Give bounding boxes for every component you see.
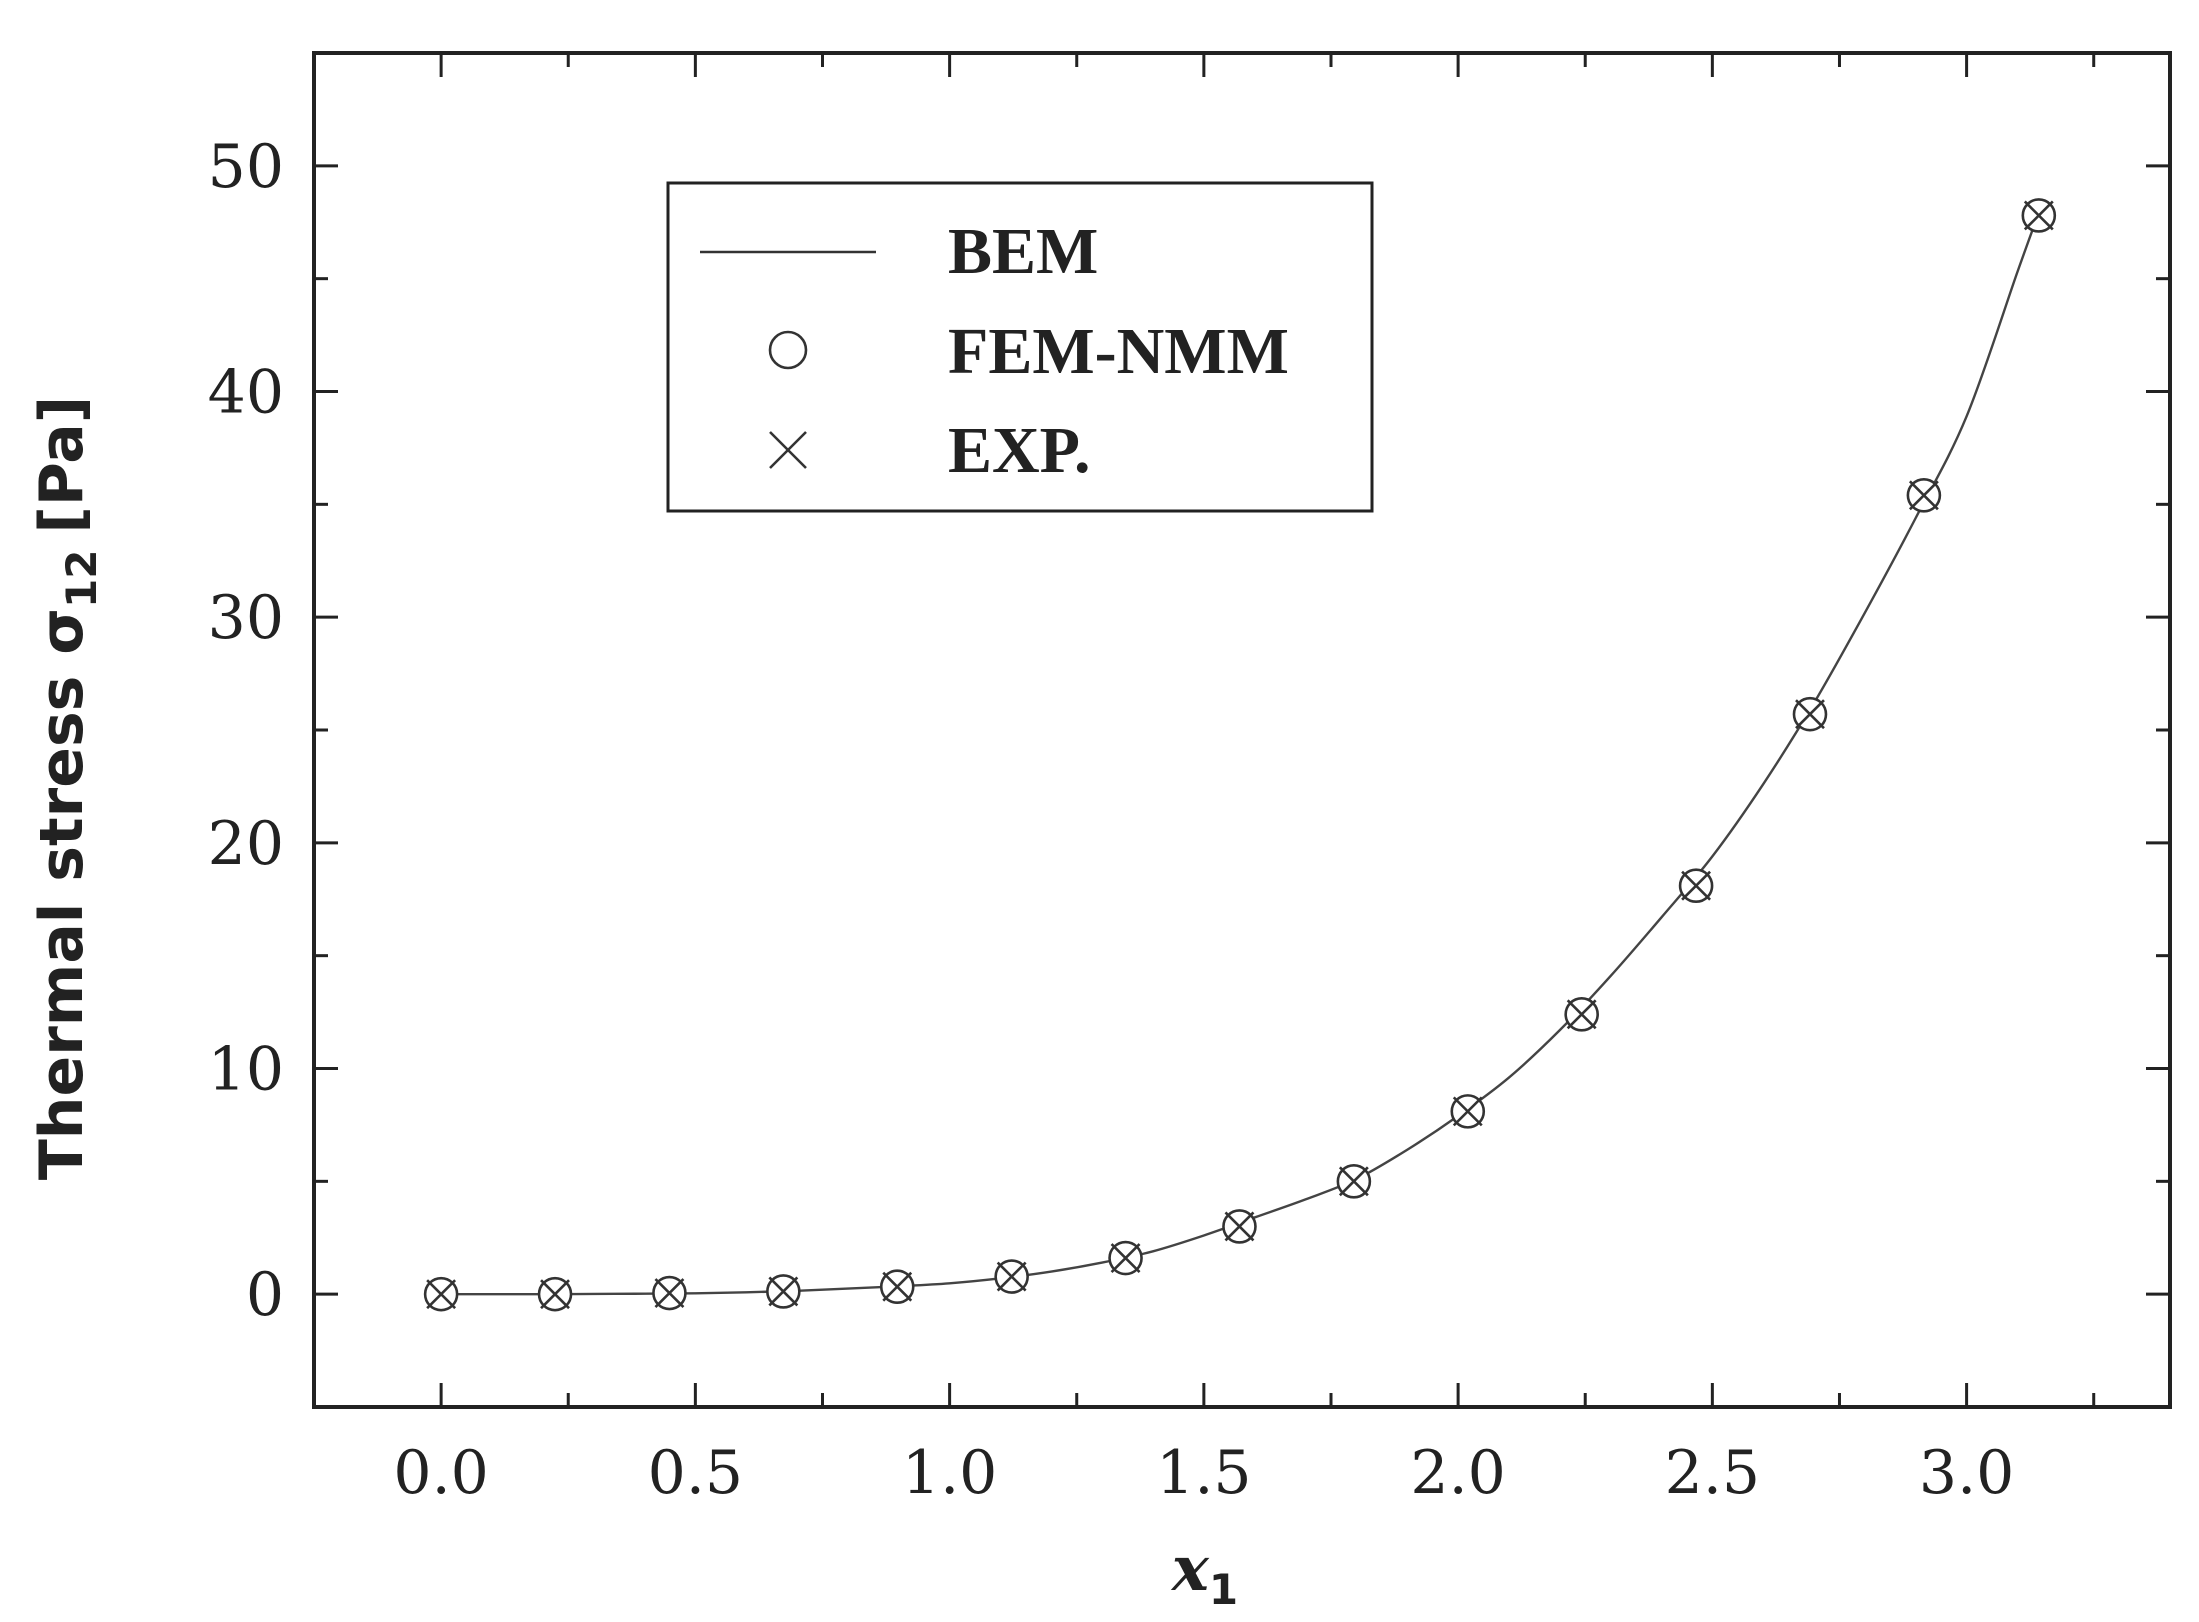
x-tick-label: 0.0 bbox=[393, 1438, 488, 1508]
x-tick-label: 0.5 bbox=[648, 1438, 743, 1508]
y-tick-label: 20 bbox=[208, 809, 284, 879]
x-axis-title-subscript: 1 bbox=[1209, 1565, 1238, 1614]
x-tick-label: 2.0 bbox=[1410, 1438, 1505, 1508]
legend-label-bem: BEM bbox=[948, 215, 1098, 288]
exp-point bbox=[1452, 1096, 1483, 1127]
y-tick-label: 40 bbox=[208, 358, 284, 428]
plot-border bbox=[312, 51, 2172, 1409]
exp-point bbox=[882, 1271, 913, 1302]
plot-series bbox=[423, 198, 2057, 1312]
exp-point bbox=[654, 1278, 685, 1308]
y-axis-title: Thermal stress σ12 [Pa] bbox=[27, 396, 106, 1180]
exp-point bbox=[1795, 699, 1825, 730]
x-axis-title: x1 bbox=[1170, 1532, 1238, 1614]
axis-ticks bbox=[312, 51, 2170, 1409]
y-axis-title-unit: [Pa] bbox=[27, 396, 97, 534]
series-line-bem bbox=[441, 215, 2039, 1296]
exp-point bbox=[426, 1279, 457, 1310]
legend-cross-marker bbox=[769, 431, 807, 469]
plot-frame bbox=[312, 51, 2172, 1409]
legend-box bbox=[666, 181, 1374, 513]
x-tick-label: 1.0 bbox=[902, 1438, 997, 1508]
x-tick-label: 3.0 bbox=[1919, 1438, 2014, 1508]
exp-point bbox=[1566, 999, 1597, 1030]
exp-point bbox=[540, 1279, 570, 1310]
x-axis-title-main: x bbox=[1170, 1532, 1210, 1605]
exp-point bbox=[768, 1276, 799, 1307]
y-axis-title-main: Thermal stress σ bbox=[27, 608, 97, 1180]
x-tick-label: 1.5 bbox=[1156, 1438, 1251, 1508]
legend-label-exp: EXP. bbox=[948, 414, 1090, 487]
exp-point bbox=[1681, 870, 1712, 901]
exp-point bbox=[2023, 200, 2054, 231]
exp-point bbox=[1908, 480, 1939, 511]
legend: BEM FEM-NMM EXP. bbox=[666, 181, 1374, 513]
exp-point bbox=[1338, 1166, 1369, 1197]
y-tick-label: 50 bbox=[208, 132, 284, 202]
exp-point bbox=[1110, 1243, 1141, 1273]
exp-point bbox=[996, 1261, 1027, 1292]
exp-point bbox=[1224, 1211, 1255, 1242]
y-tick-label: 30 bbox=[208, 583, 284, 653]
x-tick-label: 2.5 bbox=[1665, 1438, 1760, 1508]
legend-label-fem-nmm: FEM-NMM bbox=[948, 315, 1289, 388]
y-tick-label: 10 bbox=[208, 1035, 284, 1105]
y-axis-title-subscript: 12 bbox=[57, 550, 106, 608]
axis-tick-labels: 0.0 0.5 1.0 1.5 2.0 2.5 3.0 0 10 20 30 40 50 bbox=[208, 132, 2015, 1508]
legend-circle-marker bbox=[768, 330, 808, 370]
y-tick-label: 0 bbox=[246, 1260, 284, 1330]
